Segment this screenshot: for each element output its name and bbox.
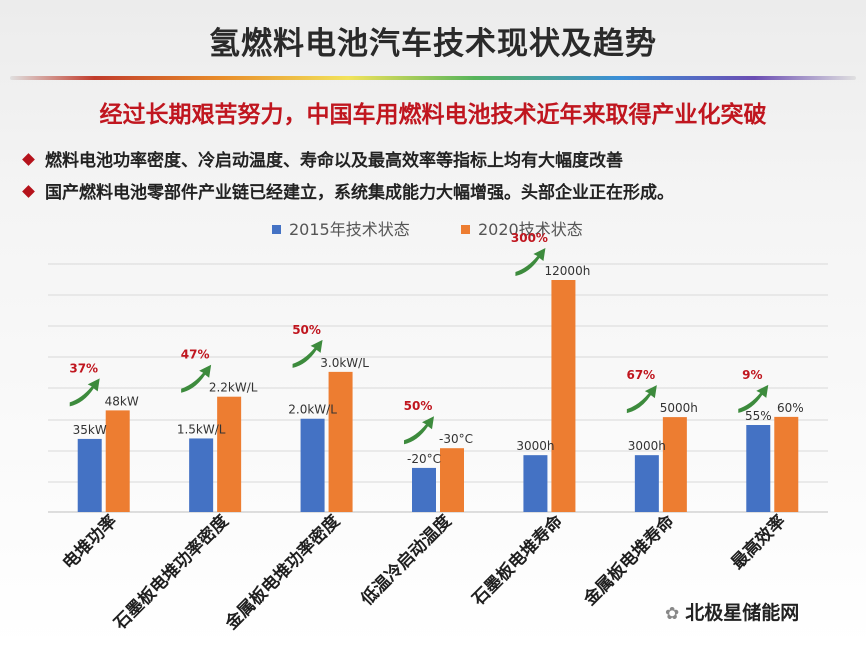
improvement-label: 37%: [69, 361, 98, 375]
improvement-arrow-icon: [69, 378, 100, 407]
bar-2020: [217, 396, 242, 512]
improvement-arrow-icon: [515, 248, 546, 276]
rainbow-divider: [10, 76, 856, 80]
data-label-2020: 12000h: [545, 264, 591, 278]
bar-2015: [300, 418, 325, 512]
category-label: 低温冷启动温度: [356, 510, 456, 610]
bar-2015: [412, 467, 436, 512]
bullet-text: 燃料电池功率密度、冷启动温度、寿命以及最高效率等指标上均有大幅度改善: [45, 151, 623, 171]
data-label-2015: 55%: [745, 409, 772, 423]
legend-swatch-2020: [461, 225, 470, 234]
watermark: ✿ 北极星储能网: [665, 598, 799, 625]
bar-2015: [634, 455, 659, 512]
data-label-2015: 35kW: [73, 423, 107, 437]
data-label-2020: 60%: [777, 401, 804, 415]
data-label-2020: -30°C: [439, 432, 473, 446]
category-label: 金属板电堆功率密度: [220, 510, 344, 634]
bar-2020: [105, 410, 130, 512]
data-label-2015: 3000h: [628, 439, 666, 453]
bar-2020: [551, 280, 576, 512]
bar-2015: [523, 455, 548, 512]
legend-item-2020: 2020技术状态: [461, 216, 583, 240]
data-label-2020: 5000h: [660, 401, 698, 415]
bar-2020: [662, 417, 687, 512]
bullet-item-1: 燃料电池功率密度、冷启动温度、寿命以及最高效率等指标上均有大幅度改善: [22, 146, 623, 171]
improvement-arrow-icon: [626, 385, 657, 414]
improvement-arrow-icon: [292, 339, 323, 368]
wechat-icon: ✿: [665, 604, 680, 624]
data-label-2020: 2.2kW/L: [209, 381, 258, 395]
category-label: 电堆功率: [58, 511, 121, 574]
legend-swatch-2015: [272, 225, 281, 234]
category-label: 最高效率: [727, 511, 790, 574]
improvement-arrow-icon: [738, 384, 769, 413]
legend-label: 2020技术状态: [478, 220, 583, 239]
data-label-2020: 48kW: [105, 394, 139, 408]
improvement-label: 47%: [181, 348, 210, 362]
data-label-2015: 3000h: [516, 439, 554, 453]
improvement-label: 50%: [292, 323, 321, 337]
legend-label: 2015年技术状态: [289, 220, 410, 239]
bar-2020: [440, 448, 464, 512]
data-label-2015: 2.0kW/L: [288, 403, 337, 417]
slide-title: 氢燃料电池汽车技术现状及趋势: [209, 26, 657, 62]
bar-2020: [328, 371, 353, 512]
improvement-label: 9%: [742, 368, 762, 382]
data-label-2015: -20°C: [407, 452, 441, 466]
bullet-item-2: 国产燃料电池零部件产业链已经建立，系统集成能力大幅增强。头部企业正在形成。: [22, 178, 674, 203]
category-label: 石墨板电堆功率密度: [109, 510, 233, 634]
data-label-2020: 3.0kW/L: [320, 356, 369, 370]
bar-2015: [77, 438, 102, 512]
category-label: 金属板电堆寿命: [579, 510, 679, 610]
data-label-2015: 1.5kW/L: [177, 422, 226, 436]
bar-2020: [774, 416, 799, 512]
legend-item-2015: 2015年技术状态: [272, 216, 410, 240]
slide-subtitle: 经过长期艰苦努力，中国车用燃料电池技术近年来取得产业化突破: [99, 102, 767, 128]
watermark-text: 北极星储能网: [685, 602, 800, 624]
category-label: 石墨板电堆寿命: [467, 510, 567, 610]
bar-2015: [189, 438, 214, 512]
improvement-label: 300%: [511, 231, 548, 245]
improvement-arrow-icon: [404, 416, 434, 445]
improvement-label: 67%: [626, 368, 655, 382]
bar-2015: [746, 425, 771, 512]
improvement-label: 50%: [404, 399, 433, 413]
bullet-text: 国产燃料电池零部件产业链已经建立，系统集成能力大幅增强。头部企业正在形成。: [45, 183, 674, 203]
improvement-arrow-icon: [181, 364, 212, 393]
